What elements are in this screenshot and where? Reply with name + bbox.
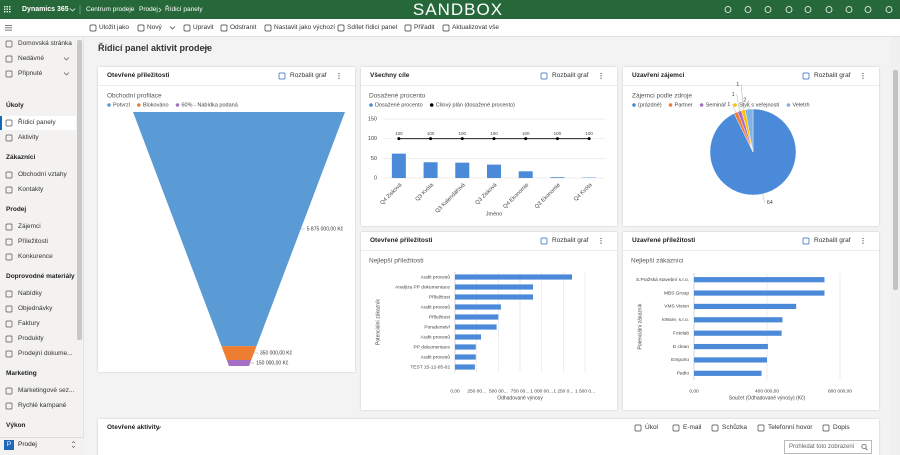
activity-action[interactable]: Dopis [833,424,850,431]
activity-action[interactable]: E-mail [683,424,702,431]
nav-group-title: Prodej [6,206,27,213]
top-bar [0,0,900,19]
nav-item[interactable]: Prodejní dokume... [18,350,73,357]
card [361,232,617,410]
nav-item[interactable]: Nedávné [18,55,45,62]
card-title: Uzavření zájemci [632,72,685,79]
nav-item[interactable]: Objednávky [18,305,53,312]
card [623,67,879,226]
card-header-divider [98,85,355,86]
card [623,232,879,410]
dashboard-title[interactable]: Řídicí panel aktivit prodeje [98,43,213,53]
expand-chart[interactable]: Rozbalit graf [552,237,589,244]
area-switcher[interactable] [0,437,84,455]
nav-item[interactable]: Rychlé kampaně [18,402,67,409]
area-badge: P [4,440,14,450]
card-header-divider [623,250,879,251]
nav-group-title: Marketing [6,370,37,377]
environment: SANDBOX [412,0,504,19]
command-button[interactable]: Upravit [193,24,214,31]
nav-item[interactable]: Zájemci [18,223,41,230]
card-title: Otevřené příležitosti [107,72,170,79]
nav-item[interactable]: Kontakty [18,186,44,193]
nav-item[interactable]: Řídicí panely [18,119,56,126]
nav-selected-bar [0,116,2,130]
activity-action[interactable]: Schůzka [722,424,747,431]
activities-card [98,419,879,455]
page-scrollbar-thumb [893,70,898,290]
nav-item[interactable]: Domovská stránka [18,40,72,47]
command-button[interactable]: Nový [147,24,162,31]
expand-chart[interactable]: Rozbalit graf [814,237,851,244]
command-button[interactable]: Nastavit jako výchozí [274,24,336,31]
breadcrumb[interactable]: Prodej [139,6,158,13]
sidebar-scrollbar [77,40,82,340]
nav-item[interactable]: Produkty [18,335,44,342]
card-title: Otevřené příležitosti [370,237,433,244]
card-header-divider [361,85,617,86]
nav-item[interactable]: Aktivity [18,134,39,141]
nav-item[interactable]: Připnuté [18,70,43,77]
command-button[interactable]: Odstranit [230,24,257,31]
app-area[interactable]: Centrum prodeje [86,6,135,13]
activity-action[interactable]: Úkol [645,424,659,431]
nav-selected [0,116,76,130]
nav-group-title: Zákazníci [6,154,36,161]
card-header-divider [623,85,879,86]
nav-item[interactable]: Příležitosti [18,238,48,245]
nav-group-title: Doprovodné materiály [6,273,75,280]
nav-item[interactable]: Nabídky [18,290,42,297]
search-box[interactable] [784,440,872,454]
command-button[interactable]: Aktualizovat vše [452,24,499,31]
area-label: Prodej [18,441,37,448]
nav-item[interactable]: Faktury [18,320,40,327]
app-name: Dynamics 365 [22,6,69,13]
command-button[interactable]: Sdílet řídicí panel [347,24,398,31]
search-placeholder: Prohledat toto zobrazení [789,444,855,450]
sidebar [0,37,84,437]
nav-group-title: Úkoly [6,102,24,109]
nav-group-title: Výkon [6,422,26,429]
command-button[interactable]: Uložit jako [99,24,129,31]
card [98,67,355,372]
command-bar [0,19,900,37]
nav-item[interactable]: Konkurence [18,253,53,260]
card [361,67,617,226]
card-title: Uzavřené příležitosti [632,237,696,244]
nav-item[interactable]: Marketingové sez... [18,387,75,394]
expand-chart[interactable]: Rozbalit graf [290,72,327,79]
card-title: Všechny cíle [370,72,410,79]
activity-action[interactable]: Telefonní hovor [768,424,813,431]
card-header-divider [361,250,617,251]
breadcrumb: Řídicí panely [165,6,203,13]
expand-chart[interactable]: Rozbalit graf [814,72,851,79]
nav-item[interactable]: Obchodní vztahy [18,171,67,178]
expand-chart[interactable]: Rozbalit graf [552,72,589,79]
activities-title[interactable]: Otevřené aktivity [107,424,160,431]
command-button[interactable]: Přiřadit [414,24,435,31]
